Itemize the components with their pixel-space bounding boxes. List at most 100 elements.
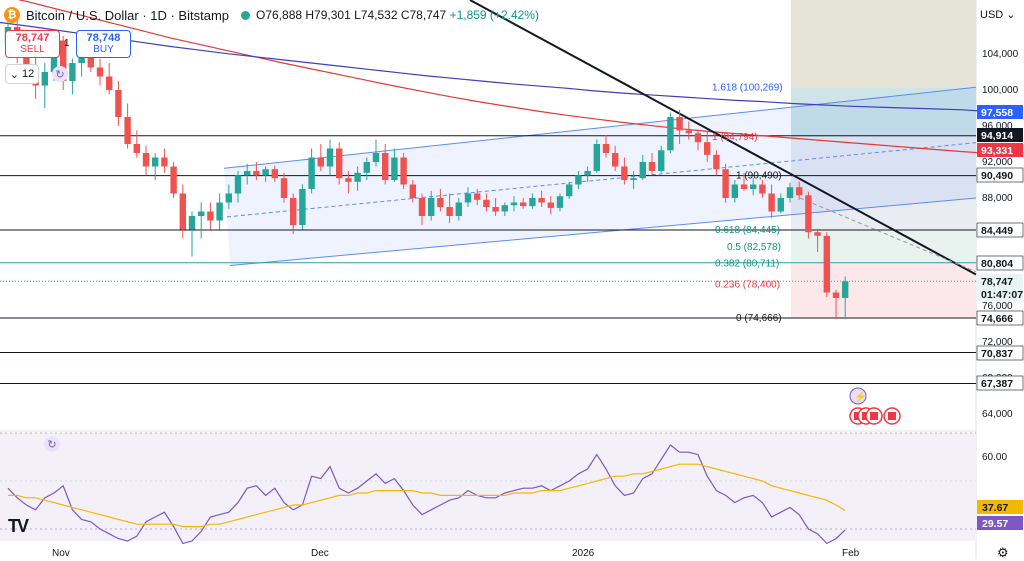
candle [731,184,738,198]
candle [60,40,67,81]
price-label: 90,490 [981,170,1013,182]
fib-level-label: 1 (94,794) [712,132,758,143]
candle [152,157,159,167]
price-label-box [977,143,1023,157]
fib-level-label: 1.618 (100,269) [712,83,783,94]
price-tick-label: 72,000 [982,337,1013,348]
flag-stripe [870,412,878,420]
candle [612,153,619,167]
price-label: 74,666 [981,313,1013,325]
fib-level-label: 1 (90,490) [736,171,782,182]
gear-icon[interactable]: ⚙ [997,545,1009,560]
flag-stripe [888,412,896,420]
price-tick-label: 92,000 [982,157,1013,168]
time-axis-label: Dec [311,548,329,559]
price-label: 70,837 [981,348,1013,360]
candle [124,117,131,144]
candle [704,142,711,155]
candle [23,54,30,72]
candle [161,157,168,167]
rsi-band [0,433,976,541]
interval-selector[interactable]: ⌄ 12 [5,64,39,84]
tradingview-logo[interactable]: TV [8,516,29,536]
fib-level-label: 0.236 (78,400) [715,279,780,290]
candle [556,196,564,208]
candle [464,193,472,203]
candle [832,292,840,299]
bitcoin-icon: ₿ [4,7,20,23]
candle [69,63,76,81]
candle [188,216,196,230]
buy-button[interactable]: 78,748 BUY [76,30,131,58]
time-axis-label: Nov [52,548,70,559]
price-label-box [977,287,1023,301]
refresh-icon[interactable]: ↻ [52,66,68,82]
price-label: 67,387 [981,378,1013,390]
candle [575,175,582,185]
fib-level-label: 0.618 (84,445) [715,225,780,236]
candle [179,193,186,230]
currency-selector[interactable]: USD ⌄ [980,8,1016,22]
candle [363,162,370,173]
sell-button[interactable]: 78,747 SELL [5,30,60,58]
candle [786,187,794,198]
candle [814,232,821,236]
candle [492,207,499,212]
interval-value: 12 [21,68,35,80]
channel-bottom-line [229,197,977,266]
buy-label: BUY [93,44,114,55]
time-axis-label: 2026 [572,548,595,559]
candle [520,202,527,207]
candle [225,193,232,203]
price-label: 94,914 [981,130,1013,142]
price-label-box [977,105,1023,119]
price-label-box [976,375,1024,391]
chevron-down-icon: ⌄ [1006,9,1016,21]
candle [547,202,554,208]
candle [428,198,435,216]
candle [658,150,665,171]
rsi-tick-label: 60.00 [982,452,1007,463]
candle [271,169,278,179]
candle [336,148,343,179]
indicator-settings-icon[interactable]: ↻ [44,436,60,452]
currency-label: USD [980,8,1004,21]
candle [602,144,610,153]
price-label: 78,747 [981,276,1013,288]
channel-top-line [223,86,977,169]
candle [823,235,830,293]
rsi-label-box [977,516,1023,530]
price-label-box [977,274,1023,288]
candle [262,169,269,176]
candle [501,205,508,212]
candle [639,162,646,179]
market-status-icon [241,10,250,20]
candle [483,199,490,207]
fib-zone-1 [791,136,976,230]
candle [409,184,416,198]
price-label-box [977,128,1023,142]
candle [345,178,352,182]
candle [354,172,361,182]
candle [584,171,591,176]
price-tick-label: 100,000 [982,85,1019,96]
buy-price: 78,748 [86,32,121,44]
candle [667,117,674,151]
candle [722,169,729,198]
symbol-title[interactable]: Bitcoin / U.S. Dollar · 1D · Bitstamp [26,7,229,23]
price-label-box [976,255,1024,271]
candle [280,178,288,198]
candle [768,193,775,212]
price-label: 93,331 [981,145,1013,157]
candle [805,195,812,233]
candle [676,117,683,131]
candle [538,198,545,203]
candle [685,130,692,134]
ohlc-high: H79,301 [305,8,351,22]
candle [694,133,702,143]
candle [170,166,177,194]
lightning-icon[interactable] [849,387,867,405]
candle [391,157,398,180]
candle [216,202,223,221]
